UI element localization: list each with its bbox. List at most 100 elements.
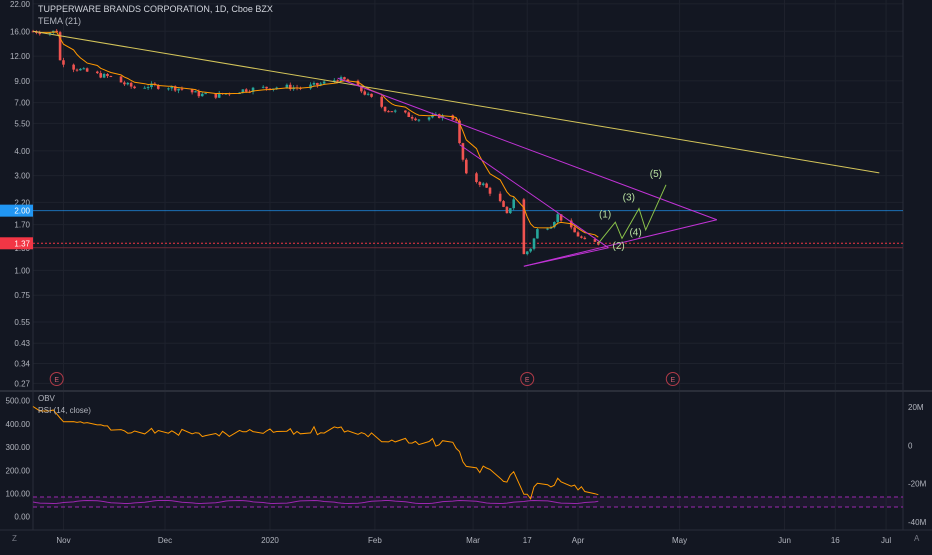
wave-label: (4) (629, 227, 641, 238)
candle-body (336, 80, 339, 82)
price-tick-label: 2.20 (14, 198, 30, 207)
candle-body (106, 73, 109, 77)
candle-body (217, 93, 221, 98)
candle-body (146, 87, 150, 89)
time-tick-label: Dec (158, 536, 172, 545)
osc-tick-label: 400.00 (6, 420, 31, 429)
candle-body (143, 87, 147, 89)
candle-body (190, 89, 194, 93)
candle-body (75, 69, 79, 71)
price-tick-label: 22.00 (10, 0, 31, 9)
candle-body (275, 87, 279, 89)
candle-body (522, 199, 526, 255)
earnings-label: E (670, 377, 675, 384)
candle-body (319, 83, 323, 86)
symbol-legend-title[interactable]: TUPPERWARE BRANDS CORPORATION, 1D, Cboe … (38, 4, 273, 14)
candle-body (583, 237, 587, 240)
candle-body (332, 80, 336, 82)
time-tick-label: 17 (523, 536, 532, 545)
candle-body (532, 238, 536, 249)
candle-body (312, 82, 316, 85)
candle-body (387, 111, 390, 113)
candle-body (309, 84, 312, 89)
earnings-circle (49, 372, 64, 386)
long-descending-trendline (32, 30, 880, 174)
price-badge (0, 204, 33, 217)
candle-body (316, 82, 319, 86)
candle-body (285, 84, 289, 88)
osc-tick-label: 500.00 (6, 397, 31, 406)
candle-body (261, 86, 265, 88)
candle-body (99, 73, 103, 78)
auto-scale-icon[interactable]: A (914, 534, 920, 543)
candle-body (204, 93, 207, 95)
time-tick-label: 2020 (261, 536, 279, 545)
osc-tick-label: 0.00 (14, 513, 30, 522)
candle-body (390, 111, 394, 113)
candle-body (360, 85, 363, 92)
price-tick-label: 3.00 (14, 172, 30, 181)
candle-body (214, 93, 218, 98)
candle-body (481, 183, 485, 185)
time-tick-label: 16 (831, 536, 840, 545)
candle-body (200, 93, 204, 97)
candle-body (194, 91, 197, 93)
rsi-band (33, 497, 903, 507)
earnings-circle (665, 372, 680, 386)
candle-body (48, 32, 52, 35)
candle-body (485, 183, 488, 188)
candle-body (197, 91, 201, 97)
candle-body (427, 117, 431, 120)
elliott-wave-path (597, 184, 667, 244)
time-tick-label: Jul (881, 536, 891, 545)
candle-body (244, 89, 248, 92)
candle-body (366, 93, 370, 95)
oscillator-axis-right: 20M 0 -20M -40M (908, 403, 927, 527)
rsi-indicator-legend[interactable]: RSI (14, close) (38, 406, 91, 415)
candle-body (129, 82, 133, 87)
candle-body (156, 84, 160, 89)
obv-tick-label: 20M (908, 403, 924, 412)
price-tick-label: 0.34 (14, 359, 30, 368)
price-tick-label: 0.27 (14, 379, 30, 388)
tradingview-logo-icon: Z (12, 534, 17, 543)
candle-body (488, 187, 492, 194)
obv-indicator-legend[interactable]: OBV (38, 394, 55, 403)
time-tick-label: Mar (466, 536, 480, 545)
osc-tick-label: 300.00 (6, 443, 31, 452)
candle-body (559, 214, 563, 221)
price-tick-label: 1.70 (14, 221, 30, 230)
candle-body (82, 68, 86, 70)
candle-body (454, 119, 458, 121)
candle-body (380, 96, 383, 107)
wave-label: (5) (650, 169, 662, 180)
candles (31, 29, 600, 256)
candle-body (72, 64, 75, 70)
time-axis: Nov Dec 2020 Feb Mar 17 Apr May Jun 16 Jul (56, 536, 891, 545)
candle-body (465, 159, 468, 174)
time-tick-label: Nov (56, 536, 70, 545)
candle-body (370, 93, 373, 97)
candle-body (536, 229, 539, 239)
candle-body (431, 114, 434, 118)
candle-body (512, 199, 516, 209)
candle-body (173, 86, 177, 91)
tema-indicator-legend[interactable]: TEMA (21) (38, 16, 82, 26)
rsi-line (32, 499, 599, 505)
price-tick-label: 4.00 (14, 147, 30, 156)
osc-tick-label: 100.00 (6, 490, 31, 499)
candle-body (498, 193, 502, 202)
candle-body (241, 89, 245, 93)
triangle-upper-line (337, 77, 717, 221)
candle-body (383, 106, 387, 112)
candle-body (414, 118, 417, 121)
candle-body (62, 60, 65, 65)
earnings-circle (520, 372, 535, 386)
candle-body (150, 83, 153, 88)
candle-body (404, 110, 407, 113)
earnings-marker: E (665, 372, 680, 386)
candle-body (109, 76, 113, 78)
time-tick-label: Apr (572, 536, 585, 545)
